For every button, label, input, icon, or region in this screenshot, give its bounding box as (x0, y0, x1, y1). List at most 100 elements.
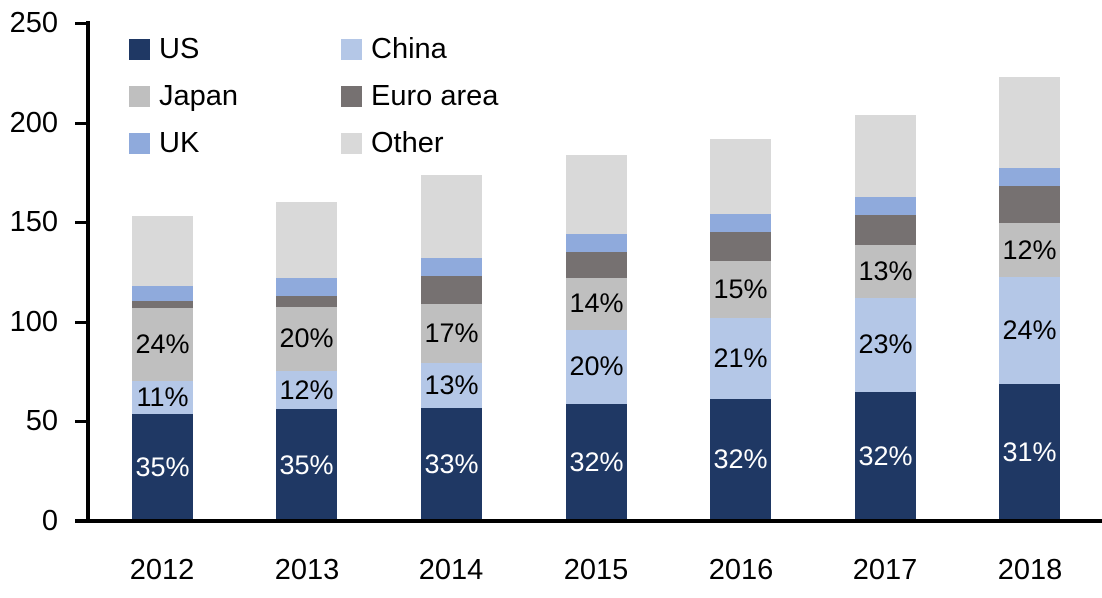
bar-2013: 35% 12% 20% (276, 202, 337, 521)
legend-item-other: Other (341, 127, 498, 160)
bar-segment-china-2015: 20% (566, 329, 627, 404)
segment-data-label: 32% (569, 446, 624, 477)
legend-item-uk: UK (129, 127, 341, 160)
segment-data-label: 24% (135, 328, 190, 359)
y-axis-tick-label: 200 (9, 107, 58, 139)
segment-data-label: 12% (1002, 234, 1057, 265)
legend-label: UK (159, 127, 200, 159)
x-axis-tick-label: 2015 (563, 554, 629, 586)
chart-legend: US China Japan Euro area UK Other (129, 26, 498, 167)
bar-segment-uk-2012 (132, 285, 193, 301)
bar-segment-us-2017: 32% (855, 391, 916, 521)
legend-item-us: US (129, 33, 341, 66)
bar-segment-japan-2013: 20% (276, 306, 337, 371)
bar-2018: 31% 24% 12% (999, 76, 1060, 521)
segment-data-label: 33% (424, 448, 479, 479)
x-axis-tick-label: 2018 (997, 554, 1063, 586)
bar-segment-euro-area-2018 (999, 186, 1060, 224)
bar-segment-other-2013 (276, 202, 337, 279)
segment-data-label: 14% (569, 288, 624, 319)
segment-data-label: 15% (713, 273, 768, 304)
bar-segment-other-2015 (566, 154, 627, 235)
segment-data-label: 32% (713, 444, 768, 475)
segment-data-label: 31% (1002, 436, 1057, 467)
x-axis-baseline (75, 519, 1102, 523)
bar-segment-uk-2014 (421, 258, 482, 277)
bar-segment-euro-area-2013 (276, 295, 337, 307)
bar-segment-other-2018 (999, 76, 1060, 169)
legend-item-euro-area: Euro area (341, 80, 498, 113)
bar-segment-euro-area-2017 (855, 215, 916, 246)
legend-label: Japan (159, 80, 239, 112)
bar-segment-uk-2018 (999, 168, 1060, 187)
segment-data-label: 12% (279, 374, 334, 405)
bar-segment-euro-area-2015 (566, 252, 627, 279)
legend-swatch-icon (129, 39, 150, 60)
bar-2012: 35% 11% 24% (132, 216, 193, 521)
y-axis-tick-mark (75, 22, 87, 25)
bar-segment-japan-2018: 12% (999, 223, 1060, 278)
segment-data-label: 24% (1002, 314, 1057, 345)
bar-segment-other-2017 (855, 114, 916, 198)
y-axis-tick-mark (75, 122, 87, 125)
legend-label: US (159, 33, 200, 65)
bar-segment-china-2014: 13% (421, 362, 482, 408)
y-axis-tick-label: 50 (25, 405, 58, 437)
bar-segment-us-2012: 35% (132, 414, 193, 521)
legend-swatch-icon (341, 86, 362, 107)
bar-segment-other-2012 (132, 216, 193, 286)
bar-2016: 32% 21% 15% (710, 138, 771, 521)
y-axis-line (86, 21, 90, 522)
bar-segment-china-2018: 24% (999, 277, 1060, 384)
bar-segment-euro-area-2012 (132, 300, 193, 308)
bar-segment-china-2016: 21% (710, 317, 771, 399)
x-axis-tick-label: 2017 (852, 554, 918, 586)
bar-segment-uk-2017 (855, 197, 916, 216)
bar-segment-uk-2013 (276, 278, 337, 296)
bar-segment-other-2016 (710, 138, 771, 215)
bar-segment-euro-area-2014 (421, 276, 482, 304)
segment-data-label: 20% (279, 323, 334, 354)
y-axis-tick-label: 0 (41, 505, 58, 537)
bar-segment-uk-2016 (710, 214, 771, 233)
bar-segment-japan-2017: 13% (855, 245, 916, 298)
segment-data-label: 13% (424, 369, 479, 400)
legend-label: Other (371, 127, 444, 159)
segment-data-label: 32% (858, 440, 913, 471)
segment-data-label: 17% (424, 317, 479, 348)
bar-segment-us-2014: 33% (421, 407, 482, 521)
segment-data-label: 23% (858, 329, 913, 360)
bar-segment-uk-2015 (566, 234, 627, 253)
bar-segment-other-2014 (421, 175, 482, 259)
bar-segment-euro-area-2016 (710, 232, 771, 262)
legend-swatch-icon (341, 39, 362, 60)
legend-label: China (371, 33, 447, 65)
legend-swatch-icon (129, 86, 150, 107)
bar-segment-us-2013: 35% (276, 409, 337, 521)
legend-item-china: China (341, 33, 498, 66)
legend-item-japan: Japan (129, 80, 341, 113)
bar-segment-us-2016: 32% (710, 398, 771, 521)
bar-segment-china-2017: 23% (855, 297, 916, 392)
segment-data-label: 13% (858, 256, 913, 286)
bar-segment-japan-2016: 15% (710, 261, 771, 318)
y-axis-tick-label: 250 (9, 7, 58, 39)
segment-data-label: 35% (279, 449, 334, 480)
bar-segment-japan-2015: 14% (566, 278, 627, 330)
y-axis-tick-label: 100 (9, 306, 58, 338)
bar-segment-us-2018: 31% (999, 383, 1060, 521)
bar-2014: 33% 13% 17% (421, 175, 482, 521)
bar-segment-china-2013: 12% (276, 370, 337, 410)
y-axis-tick-label: 150 (9, 206, 58, 238)
segment-data-label: 21% (713, 342, 768, 373)
segment-data-label: 20% (569, 351, 624, 382)
x-axis-tick-label: 2012 (129, 554, 195, 586)
x-axis-tick-label: 2014 (418, 554, 484, 586)
x-axis-tick-label: 2013 (274, 554, 340, 586)
y-axis-tick-mark (75, 420, 87, 423)
x-axis-tick-label: 2016 (708, 554, 774, 586)
bar-segment-china-2012: 11% (132, 380, 193, 415)
legend-label: Euro area (371, 80, 499, 112)
legend-swatch-icon (341, 133, 362, 154)
